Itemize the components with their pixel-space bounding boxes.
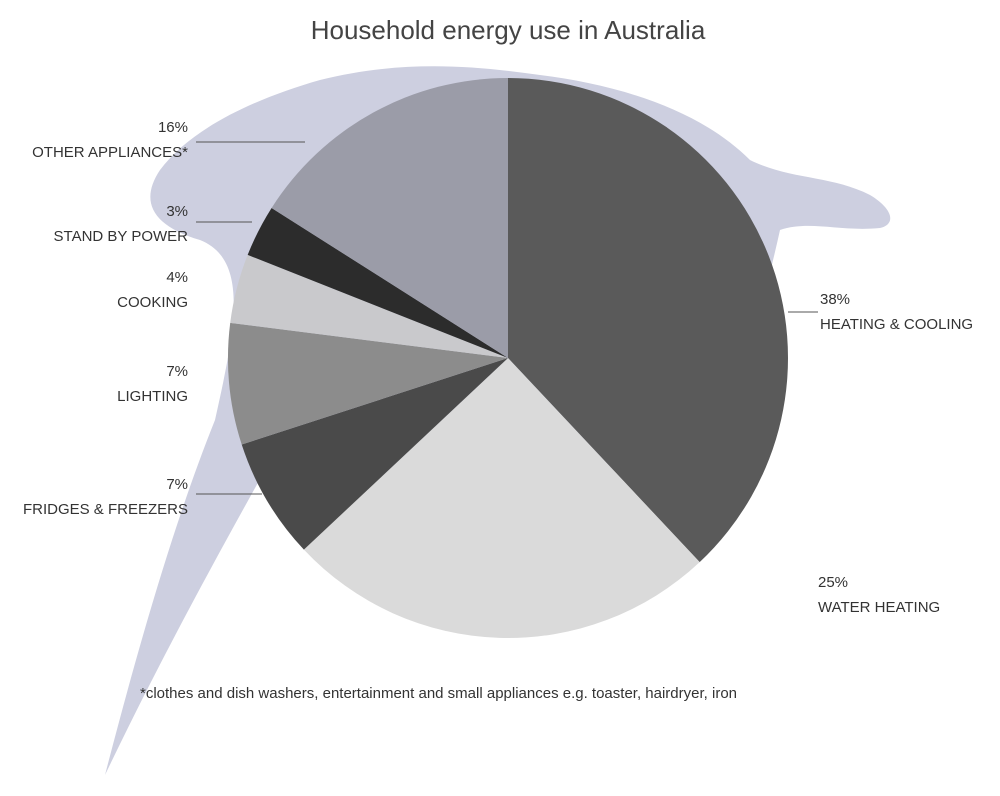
value-label: 4% <box>166 269 188 286</box>
value-label: 38% <box>820 291 850 308</box>
value-label: 7% <box>166 476 188 493</box>
value-label: 25% <box>818 574 848 591</box>
pie-slice <box>230 254 508 358</box>
pie <box>228 78 788 638</box>
pie-slice <box>247 207 508 358</box>
pie-slice <box>508 78 788 563</box>
category-label: HEATING & COOLING <box>820 316 973 333</box>
value-label: 7% <box>166 363 188 380</box>
category-label: LIGHTING <box>117 388 188 405</box>
category-label: OTHER APPLIANCES* <box>32 144 188 161</box>
footnote: *clothes and dish washers, entertainment… <box>140 685 737 702</box>
category-label: FRIDGES & FREEZERS <box>23 501 188 518</box>
value-label: 16% <box>158 119 188 136</box>
pie-slice <box>228 322 509 445</box>
value-label: 3% <box>166 203 188 220</box>
chart-title: Household energy use in Australia <box>311 15 706 45</box>
category-label: STAND BY POWER <box>54 228 189 245</box>
pie-slice <box>271 78 508 358</box>
pie-slice <box>303 358 700 638</box>
pie-slice <box>241 358 509 550</box>
category-label: WATER HEATING <box>818 599 940 616</box>
category-label: COOKING <box>117 294 188 311</box>
